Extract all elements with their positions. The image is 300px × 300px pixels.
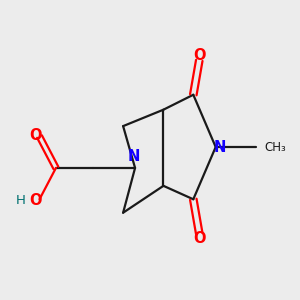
Text: O: O [30, 193, 42, 208]
Text: H: H [16, 194, 26, 207]
Text: O: O [193, 231, 206, 246]
Text: O: O [193, 48, 206, 63]
Text: N: N [214, 140, 226, 154]
Text: O: O [30, 128, 42, 142]
Text: CH₃: CH₃ [264, 140, 286, 154]
Text: N: N [128, 149, 140, 164]
